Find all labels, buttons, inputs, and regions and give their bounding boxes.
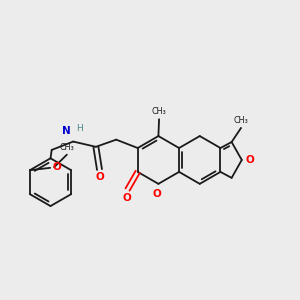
Text: N: N <box>62 126 71 136</box>
Text: O: O <box>153 189 161 199</box>
Text: CH₃: CH₃ <box>59 143 74 152</box>
Text: CH₃: CH₃ <box>233 116 248 125</box>
Text: O: O <box>245 155 254 165</box>
Text: O: O <box>95 172 104 182</box>
Text: O: O <box>52 161 61 172</box>
Text: CH₃: CH₃ <box>152 107 167 116</box>
Text: O: O <box>122 193 131 203</box>
Text: H: H <box>76 124 83 133</box>
